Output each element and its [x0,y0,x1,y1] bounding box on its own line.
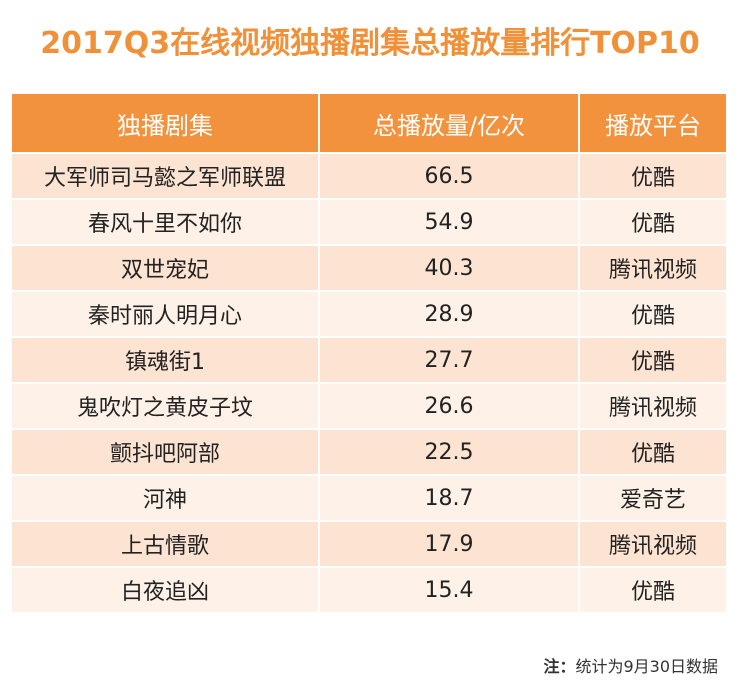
cell-platform: 腾讯视频 [578,382,728,430]
footnote: 注：统计为9月30日数据 [543,653,718,677]
table-row: 双世宠妃 40.3 腾讯视频 [10,244,728,292]
table-row: 白夜追凶 15.4 优酷 [10,566,728,614]
table-header-row: 独播剧集 总播放量/亿次 播放平台 [10,92,728,154]
cell-platform: 优酷 [578,336,728,384]
cell-drama: 双世宠妃 [10,244,320,292]
cell-plays: 66.5 [318,152,580,200]
cell-platform: 优酷 [578,428,728,476]
cell-plays: 54.9 [318,198,580,246]
cell-drama: 上古情歌 [10,520,320,568]
cell-drama: 镇魂街1 [10,336,320,384]
table-row: 河神 18.7 爱奇艺 [10,474,728,522]
table-row: 春风十里不如你 54.9 优酷 [10,198,728,246]
cell-platform: 腾讯视频 [578,244,728,292]
table-row: 鬼吹灯之黄皮子坟 26.6 腾讯视频 [10,382,728,430]
column-header-drama: 独播剧集 [10,92,320,154]
table-row: 大军师司马懿之军师联盟 66.5 优酷 [10,152,728,200]
cell-platform: 优酷 [578,152,728,200]
cell-plays: 22.5 [318,428,580,476]
cell-plays: 18.7 [318,474,580,522]
table-row: 镇魂街1 27.7 优酷 [10,336,728,384]
cell-plays: 28.9 [318,290,580,338]
cell-plays: 27.7 [318,336,580,384]
cell-drama: 颤抖吧阿部 [10,428,320,476]
chart-title: 2017Q3在线视频独播剧集总播放量排行TOP10 [40,26,700,61]
footnote-label: 注： [543,657,576,676]
cell-drama: 大军师司马懿之军师联盟 [10,152,320,200]
cell-platform: 腾讯视频 [578,520,728,568]
table-row: 秦时丽人明月心 28.9 优酷 [10,290,728,338]
ranking-table: 独播剧集 总播放量/亿次 播放平台 大军师司马懿之军师联盟 66.5 优酷 春风十里不… [10,92,728,614]
cell-drama: 春风十里不如你 [10,198,320,246]
column-header-plays: 总播放量/亿次 [318,92,580,154]
cell-drama: 白夜追凶 [10,566,320,614]
cell-drama: 河神 [10,474,320,522]
cell-plays: 17.9 [318,520,580,568]
cell-drama: 秦时丽人明月心 [10,290,320,338]
table-body: 大军师司马懿之军师联盟 66.5 优酷 春风十里不如你 54.9 优酷 双世宠妃 40.3 腾讯… [10,152,728,614]
cell-plays: 40.3 [318,244,580,292]
cell-platform: 优酷 [578,290,728,338]
cell-drama: 鬼吹灯之黄皮子坟 [10,382,320,430]
cell-platform: 优酷 [578,566,728,614]
table-row: 颤抖吧阿部 22.5 优酷 [10,428,728,476]
column-header-platform: 播放平台 [578,92,728,154]
cell-plays: 26.6 [318,382,580,430]
cell-platform: 优酷 [578,198,728,246]
footnote-text: 统计为9月30日数据 [575,657,718,676]
cell-plays: 15.4 [318,566,580,614]
cell-platform: 爱奇艺 [578,474,728,522]
table-row: 上古情歌 17.9 腾讯视频 [10,520,728,568]
